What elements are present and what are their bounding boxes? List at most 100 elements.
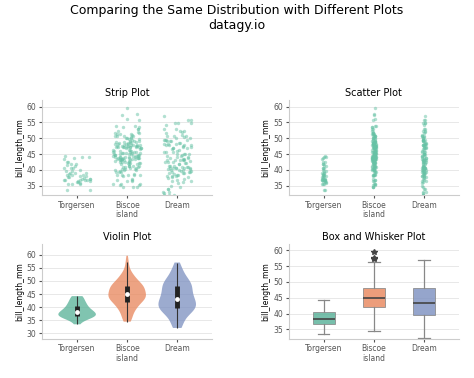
Point: [85, 154, 92, 160]
Point: [368, 147, 376, 153]
Point: [123, 116, 131, 122]
Point: [422, 165, 429, 171]
Point: [369, 178, 377, 184]
Point: [320, 170, 328, 176]
Point: [420, 175, 428, 181]
Point: [166, 163, 174, 169]
Point: [369, 141, 377, 147]
Point: [372, 181, 379, 187]
Point: [169, 174, 176, 180]
Point: [419, 146, 427, 152]
Point: [372, 154, 379, 160]
Point: [178, 164, 185, 170]
Point: [186, 158, 194, 164]
Point: [369, 157, 377, 163]
Point: [368, 167, 376, 173]
Point: [129, 163, 137, 169]
Point: [371, 161, 378, 167]
Point: [369, 124, 376, 130]
Point: [318, 181, 326, 187]
Point: [135, 182, 143, 188]
Point: [180, 134, 188, 140]
Point: [369, 129, 377, 135]
Point: [419, 153, 426, 159]
Point: [420, 156, 428, 162]
Point: [318, 170, 326, 176]
Point: [127, 149, 135, 155]
Point: [113, 156, 121, 163]
Point: [368, 157, 376, 163]
Point: [184, 155, 192, 161]
Point: [80, 175, 87, 181]
Point: [369, 140, 376, 146]
Point: [187, 144, 194, 150]
Point: [419, 183, 426, 189]
Y-axis label: bill_length_mm: bill_length_mm: [262, 262, 271, 321]
Point: [180, 156, 187, 162]
Point: [421, 170, 428, 176]
Point: [371, 143, 379, 149]
Point: [109, 147, 117, 153]
Point: [179, 132, 186, 138]
Point: [320, 177, 328, 183]
Point: [167, 167, 175, 174]
Point: [119, 184, 127, 190]
Point: [171, 171, 178, 177]
Point: [419, 178, 426, 184]
Point: [70, 155, 77, 161]
Point: [371, 159, 378, 165]
Point: [319, 159, 327, 165]
Point: [79, 172, 87, 178]
Text: Comparing the Same Distribution with Different Plots
datagy.io: Comparing the Same Distribution with Dif…: [70, 4, 404, 32]
Point: [127, 142, 135, 148]
Point: [73, 309, 81, 315]
Point: [369, 141, 377, 147]
Point: [370, 150, 378, 156]
Point: [168, 169, 176, 175]
Point: [133, 184, 141, 190]
Point: [370, 112, 378, 118]
Point: [131, 156, 138, 162]
Point: [320, 162, 328, 168]
Point: [183, 137, 191, 143]
Point: [127, 135, 135, 141]
Point: [371, 169, 379, 175]
Point: [119, 174, 127, 180]
Point: [321, 159, 329, 165]
Point: [371, 152, 379, 158]
Point: [125, 163, 133, 169]
Point: [70, 165, 77, 171]
Point: [421, 137, 428, 143]
Point: [368, 138, 376, 144]
Point: [111, 154, 118, 160]
Point: [111, 130, 119, 136]
Point: [372, 154, 380, 160]
Point: [64, 162, 71, 168]
Point: [160, 137, 167, 143]
Point: [370, 133, 378, 139]
Point: [371, 139, 378, 145]
Point: [370, 142, 378, 148]
Point: [136, 155, 143, 161]
Point: [122, 141, 129, 147]
Point: [368, 128, 376, 134]
Point: [132, 153, 139, 159]
Point: [419, 138, 427, 144]
Point: [369, 174, 377, 180]
Point: [131, 149, 138, 155]
Point: [127, 138, 134, 144]
Point: [119, 144, 127, 150]
Point: [420, 166, 428, 172]
Point: [76, 177, 84, 183]
Point: [187, 116, 195, 122]
Point: [369, 139, 377, 146]
Point: [419, 167, 426, 174]
Point: [369, 130, 376, 136]
Point: [368, 164, 376, 170]
Point: [319, 177, 326, 183]
Point: [420, 130, 428, 136]
Point: [420, 151, 428, 157]
Point: [180, 176, 188, 182]
Point: [371, 181, 379, 187]
Point: [372, 116, 379, 122]
